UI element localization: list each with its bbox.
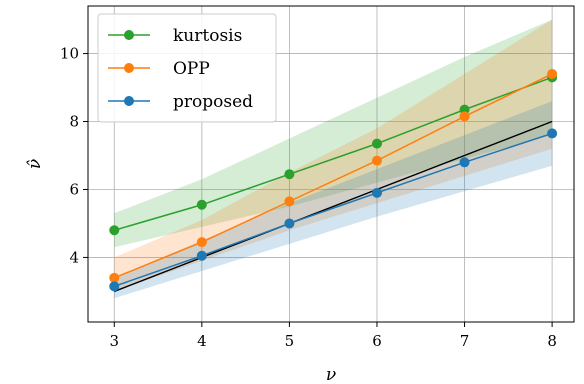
point-OPP [109, 272, 120, 283]
y-tick-label: 6 [69, 180, 79, 198]
point-kurtosis [109, 225, 120, 236]
point-proposed [459, 157, 470, 168]
point-kurtosis [196, 199, 207, 210]
series-lines [109, 68, 558, 292]
point-OPP [284, 196, 295, 207]
line-kurtosis [114, 76, 553, 231]
point-OPP [196, 237, 207, 248]
reference-line-group [114, 120, 553, 293]
reference-line [114, 120, 553, 293]
y-tick-label: 8 [69, 113, 79, 131]
axes [83, 5, 575, 327]
line-OPP [113, 73, 553, 279]
point-kurtosis [284, 169, 295, 180]
axes-frame [87, 5, 575, 323]
x-tick-label: 7 [460, 332, 470, 350]
y-tick-label: 4 [69, 248, 79, 266]
legend-marker-proposed [124, 96, 134, 106]
point-proposed [547, 128, 558, 139]
point-OPP [459, 111, 470, 122]
x-tick-label: 8 [547, 332, 557, 350]
x-tick-label: 5 [285, 332, 295, 350]
x-tick-label: 3 [109, 332, 119, 350]
point-proposed [284, 218, 295, 229]
point-proposed [109, 281, 120, 292]
line-proposed [114, 132, 553, 288]
legend-box [97, 13, 277, 123]
tick-labels: 3 4 5 6 7 8 4 6 8 10 [60, 45, 557, 350]
x-tick-label: 6 [372, 332, 382, 350]
point-proposed [196, 250, 207, 261]
legend-marker-OPP [124, 63, 134, 73]
x-tick-label: 4 [197, 332, 207, 350]
legend-label-proposed: proposed [173, 92, 253, 112]
band-kurtosis [114, 19, 553, 248]
band-OPP [114, 19, 553, 292]
point-proposed [371, 187, 382, 198]
legend-marker-kurtosis [124, 30, 134, 40]
y-axis-label: ν̂ [25, 159, 45, 169]
point-kurtosis [371, 138, 382, 149]
point-OPP [547, 68, 558, 79]
point-OPP [371, 155, 382, 166]
legend-label-OPP: OPP [173, 59, 210, 79]
legend: kurtosis OPP proposed [97, 13, 277, 123]
legend-label-kurtosis: kurtosis [173, 26, 242, 46]
x-axis-label: ν [326, 365, 336, 384]
y-tick-label: 10 [60, 45, 79, 63]
